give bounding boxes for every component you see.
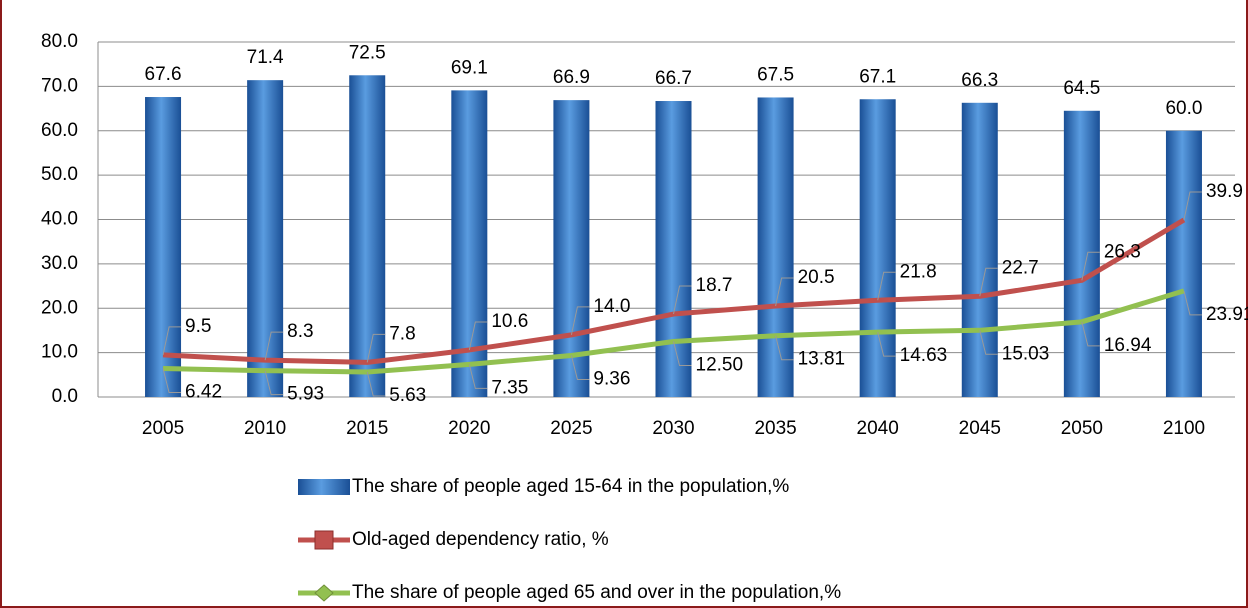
legend-swatch <box>298 479 350 495</box>
data-label: 23.91 <box>1206 304 1248 325</box>
leader-line <box>468 321 488 351</box>
data-label: 15.03 <box>1002 343 1050 364</box>
leader-line <box>979 267 998 297</box>
legend-marker <box>314 584 334 602</box>
y-tick-label: 50.0 <box>41 164 78 185</box>
y-tick-label: 10.0 <box>41 342 78 363</box>
bar <box>553 100 590 397</box>
x-tick-label: 2030 <box>652 418 694 439</box>
data-label: 67.6 <box>145 64 182 85</box>
data-label: 39.9 <box>1206 181 1243 202</box>
data-label: 14.63 <box>900 345 948 366</box>
data-label: 66.9 <box>553 67 590 88</box>
bar <box>1063 110 1100 397</box>
data-label: 66.3 <box>961 70 998 91</box>
x-tick-label: 2050 <box>1061 418 1103 439</box>
legend-label: The share of people aged 65 and over in … <box>352 582 841 603</box>
y-tick-label: 40.0 <box>41 209 78 230</box>
x-tick-label: 2035 <box>754 418 796 439</box>
leader-line <box>366 371 386 397</box>
data-label: 7.35 <box>491 377 528 398</box>
leader-line <box>570 306 590 335</box>
leader-line <box>673 341 692 367</box>
leader-line <box>673 285 692 315</box>
data-label: 67.1 <box>859 66 896 87</box>
x-tick-label: 2040 <box>857 418 899 439</box>
leader-line <box>775 335 794 361</box>
data-label: 14.0 <box>593 296 630 317</box>
y-tick-label: 80.0 <box>41 31 78 52</box>
data-label: 18.7 <box>696 275 733 296</box>
x-tick-label: 2015 <box>346 418 388 439</box>
bar <box>961 102 998 397</box>
leader-line <box>1183 290 1202 316</box>
leader-line <box>877 331 896 357</box>
legend-marker <box>314 530 334 550</box>
data-label: 69.1 <box>451 57 488 78</box>
bar <box>1165 130 1202 397</box>
data-label: 6.42 <box>185 382 222 403</box>
bar <box>349 75 386 397</box>
bar <box>757 97 794 397</box>
leader-line <box>775 277 794 307</box>
leader-line <box>1081 251 1100 281</box>
x-tick-label: 2100 <box>1163 418 1205 439</box>
leader-line <box>570 355 590 380</box>
data-label: 66.7 <box>655 68 692 89</box>
legend-label: The share of people aged 15-64 in the po… <box>352 476 789 497</box>
leader-line <box>162 368 182 394</box>
data-label: 9.36 <box>593 368 630 389</box>
leader-line <box>877 271 896 301</box>
y-tick-label: 30.0 <box>41 253 78 274</box>
data-label: 13.81 <box>798 349 846 370</box>
data-label: 9.5 <box>185 316 211 337</box>
leader-line <box>264 370 284 396</box>
data-label: 10.6 <box>491 311 528 332</box>
x-tick-label: 2020 <box>448 418 490 439</box>
data-label: 12.50 <box>696 355 744 376</box>
bar <box>655 101 692 398</box>
data-label: 5.93 <box>287 384 324 405</box>
leader-line <box>162 326 182 355</box>
data-label: 64.5 <box>1063 78 1100 99</box>
data-label: 8.3 <box>287 321 313 342</box>
x-tick-label: 2045 <box>959 418 1001 439</box>
data-label: 16.94 <box>1104 335 1152 356</box>
x-tick-label: 2010 <box>244 418 286 439</box>
leader-line <box>366 333 386 363</box>
leader-line <box>264 331 284 361</box>
y-tick-label: 20.0 <box>41 297 78 318</box>
data-label: 72.5 <box>349 42 386 63</box>
y-tick-label: 60.0 <box>41 120 78 141</box>
data-label: 71.4 <box>247 47 284 68</box>
y-tick-label: 0.0 <box>52 386 78 407</box>
bar <box>145 97 182 398</box>
data-label: 26.3 <box>1104 241 1141 262</box>
data-label: 60.0 <box>1165 98 1202 119</box>
bar <box>247 80 284 397</box>
y-tick-label: 70.0 <box>41 75 78 96</box>
leader-line <box>468 364 488 389</box>
data-label: 22.7 <box>1002 257 1039 278</box>
leader-line <box>979 330 998 355</box>
data-label: 7.8 <box>389 323 415 344</box>
data-label: 5.63 <box>389 385 426 406</box>
bar <box>859 99 896 398</box>
x-tick-label: 2025 <box>550 418 592 439</box>
legend-label: Old-aged dependency ratio, % <box>352 529 609 550</box>
data-label: 20.5 <box>798 267 835 288</box>
leader-line <box>1081 321 1100 347</box>
x-tick-label: 2005 <box>142 418 184 439</box>
data-label: 21.8 <box>900 261 937 282</box>
data-label: 67.5 <box>757 64 794 85</box>
leader-line <box>1183 191 1202 221</box>
